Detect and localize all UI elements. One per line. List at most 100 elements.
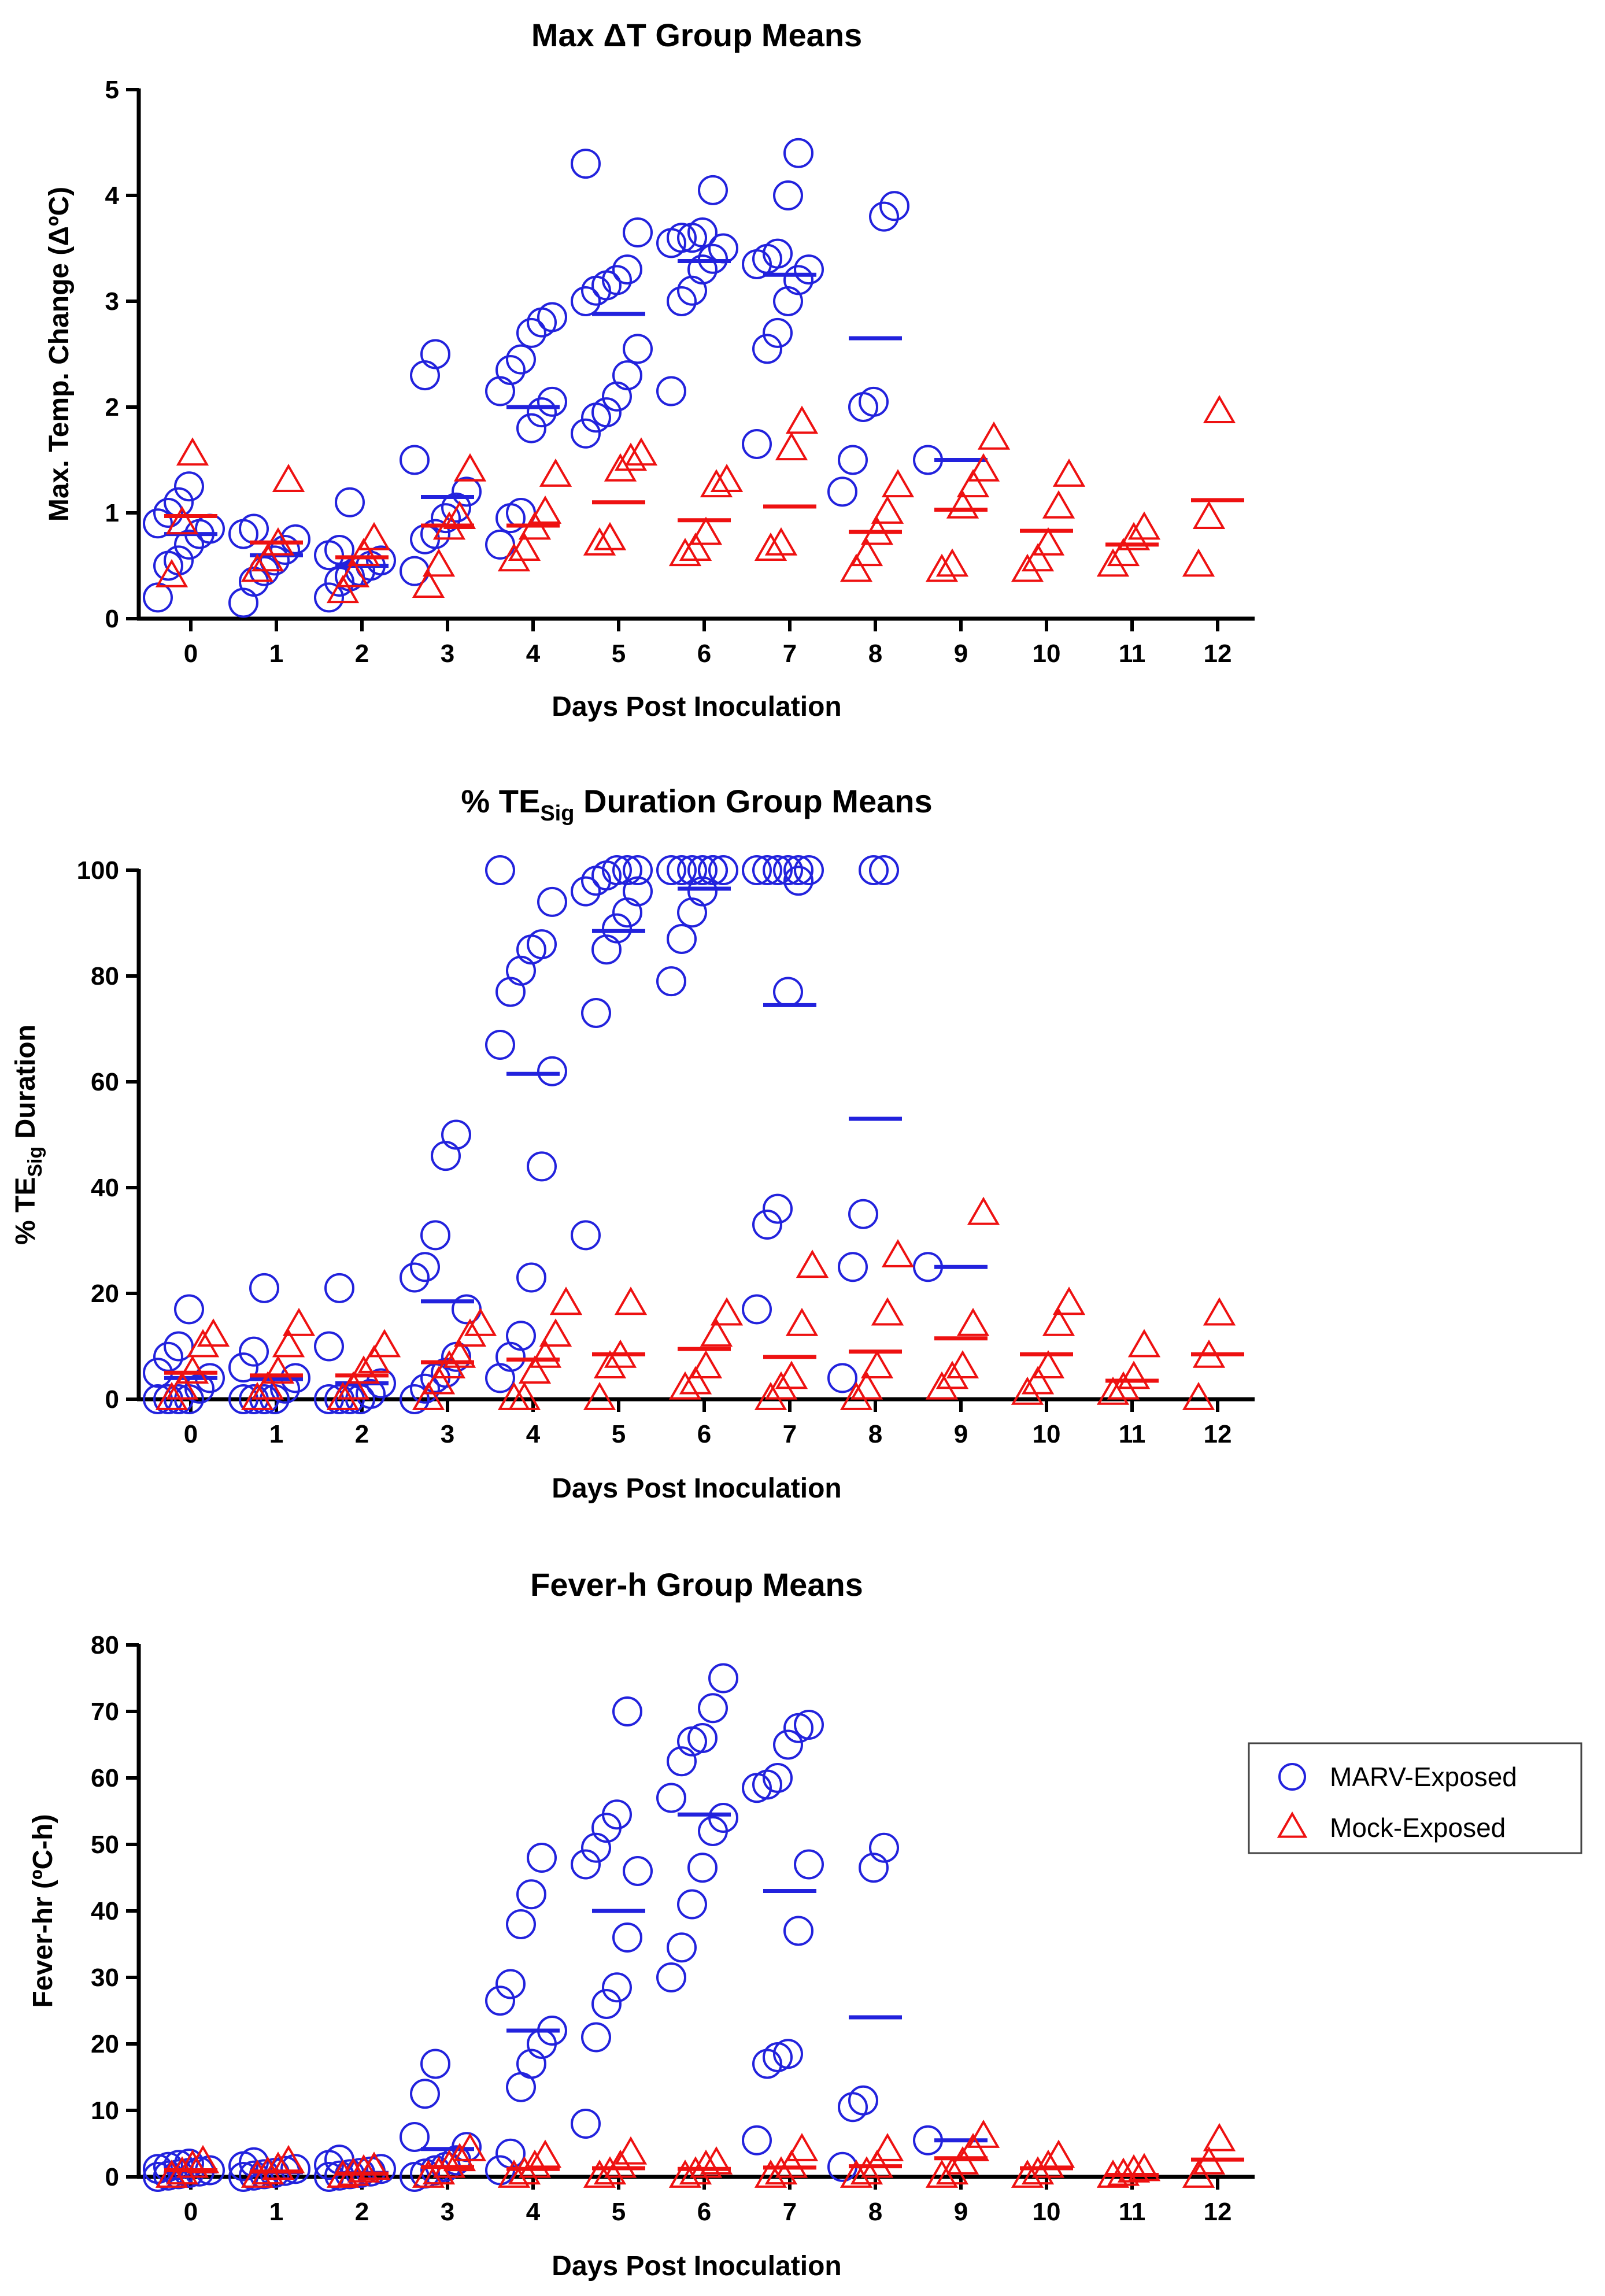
data-point	[528, 1339, 562, 1368]
data-point	[506, 955, 536, 986]
data-point	[623, 217, 653, 248]
data-point	[764, 2156, 798, 2185]
data-point	[537, 886, 567, 917]
data-point	[783, 265, 813, 295]
data-point	[1052, 1286, 1086, 1315]
data-point	[827, 1363, 857, 1393]
data-point	[838, 1252, 868, 1282]
data-point	[336, 1371, 370, 1400]
y-tick-label: 3	[105, 287, 119, 316]
data-point	[775, 2149, 808, 2178]
data-point	[410, 2079, 440, 2109]
data-point	[412, 1381, 445, 1410]
data-point	[432, 1350, 466, 1378]
x-tick-label: 10	[1033, 639, 1061, 668]
data-point	[614, 2136, 648, 2165]
y-axis-label: % TESig Duration	[10, 1025, 46, 1245]
data-point	[710, 464, 744, 492]
data-point	[583, 527, 616, 556]
x-tick-label: 2	[355, 2198, 369, 2226]
series-marv	[143, 1663, 988, 2192]
data-point	[400, 2122, 430, 2152]
data-point	[935, 2156, 969, 2185]
data-point	[623, 855, 653, 885]
data-point	[925, 1371, 959, 1400]
data-point	[783, 138, 813, 168]
y-axis-label: Max. Temp. Change (ΔºC)	[44, 187, 75, 522]
data-point	[602, 913, 632, 944]
data-point	[977, 421, 1011, 450]
data-point	[1127, 1329, 1161, 1358]
data-point	[677, 897, 707, 928]
data-point	[869, 1832, 899, 1863]
data-point	[485, 855, 515, 885]
data-point	[571, 418, 601, 449]
y-tick-label: 20	[91, 2030, 119, 2058]
data-point	[593, 1350, 627, 1378]
data-point	[794, 1849, 824, 1880]
data-point	[687, 217, 718, 248]
x-tick-label: 10	[1033, 1420, 1061, 1448]
legend-label: MARV-Exposed	[1330, 1762, 1517, 1792]
data-point	[752, 855, 782, 885]
data-point	[796, 1249, 829, 1278]
data-point	[441, 1119, 471, 1150]
data-point	[869, 201, 899, 232]
data-point	[368, 1329, 401, 1358]
x-tick-label: 8	[868, 1420, 882, 1448]
data-point	[251, 543, 284, 572]
data-point	[687, 254, 718, 285]
data-point	[537, 302, 567, 332]
data-point	[431, 503, 461, 534]
data-point	[251, 1371, 284, 1400]
data-point	[326, 1381, 360, 1410]
data-point	[1031, 1350, 1065, 1378]
data-point	[453, 453, 487, 482]
x-tick-label: 7	[783, 1420, 797, 1448]
data-point	[946, 490, 979, 519]
y-tick-label: 70	[91, 1698, 119, 1726]
data-point	[612, 897, 642, 928]
data-point	[347, 1355, 380, 1384]
y-tick-label: 1	[105, 499, 119, 527]
data-point	[827, 476, 857, 507]
data-point	[1021, 543, 1055, 572]
data-point	[677, 1889, 707, 1920]
data-point	[668, 538, 702, 567]
data-point	[1107, 2157, 1140, 2186]
x-tick-label: 11	[1119, 2198, 1146, 2226]
data-point	[420, 519, 450, 549]
data-point	[583, 1381, 616, 1410]
data-point	[700, 2146, 733, 2175]
data-point	[956, 469, 990, 498]
data-point	[602, 381, 632, 412]
data-point	[742, 2125, 772, 2155]
data-point	[794, 855, 824, 885]
y-tick-label: 0	[105, 1385, 119, 1414]
data-point	[528, 495, 562, 524]
data-point	[1117, 2154, 1151, 2183]
y-tick-label: 4	[105, 182, 120, 210]
data-point	[698, 855, 728, 885]
data-point	[840, 553, 873, 582]
data-point	[335, 487, 365, 517]
x-tick-label: 6	[697, 2198, 711, 2226]
data-point	[775, 432, 808, 461]
data-point	[754, 1381, 787, 1410]
data-point	[667, 286, 697, 316]
data-point	[667, 223, 697, 253]
data-point	[879, 191, 909, 221]
data-point	[518, 1355, 552, 1384]
data-point	[581, 998, 611, 1029]
y-tick-label: 0	[105, 2163, 119, 2191]
data-point	[422, 1366, 456, 1395]
data-point	[420, 1220, 450, 1251]
data-point	[742, 855, 772, 885]
data-point	[708, 1663, 738, 1694]
data-point	[1117, 1360, 1151, 1389]
data-point	[571, 149, 601, 179]
data-point	[527, 397, 557, 428]
data-point	[602, 855, 632, 885]
data-point	[261, 2151, 295, 2180]
